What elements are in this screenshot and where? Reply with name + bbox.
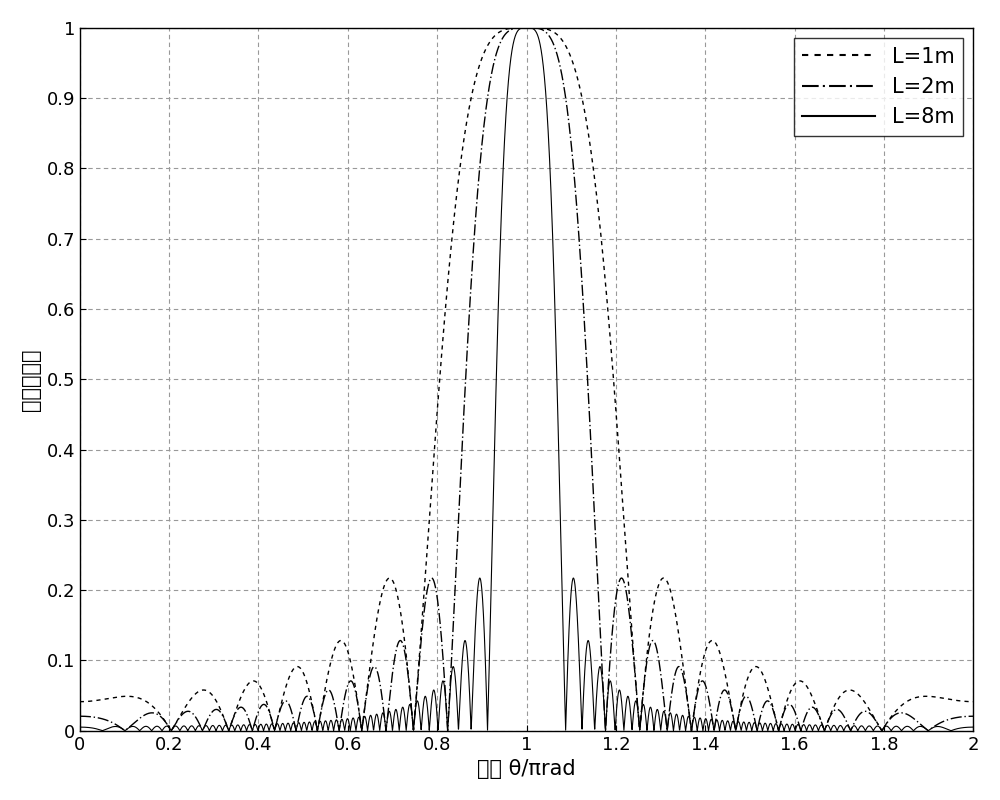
L=8m — [610, 714, 622, 724]
L=8m — [655, 722, 667, 732]
L=1m — [610, 406, 622, 415]
L=2m — [415, 634, 427, 644]
Line: L=2m: L=2m — [80, 28, 973, 730]
L=1m — [818, 726, 830, 735]
L=2m — [818, 726, 830, 735]
L=2m — [74, 711, 86, 721]
Line: L=8m: L=8m — [80, 28, 973, 730]
L=2m — [520, 23, 532, 33]
L=1m — [520, 23, 532, 33]
L=1m — [809, 698, 821, 708]
X-axis label: 角度 θ/πrad: 角度 θ/πrad — [477, 759, 576, 779]
L=8m — [74, 722, 86, 732]
L=1m — [415, 627, 427, 637]
L=2m — [655, 672, 667, 682]
L=1m — [236, 690, 248, 699]
L=1m — [741, 677, 753, 686]
L=1m — [655, 575, 667, 585]
L=8m — [236, 722, 248, 731]
L=2m — [610, 594, 622, 603]
Legend: L=1m, L=2m, L=8m: L=1m, L=2m, L=8m — [794, 38, 963, 136]
L=2m — [741, 692, 753, 702]
L=2m — [236, 702, 248, 712]
L=8m — [809, 721, 821, 730]
L=8m — [967, 722, 979, 732]
L=8m — [741, 725, 753, 734]
L=8m — [520, 23, 532, 33]
Line: L=1m: L=1m — [80, 28, 973, 730]
Y-axis label: 归一化幅値: 归一化幅値 — [21, 348, 41, 410]
L=8m — [415, 725, 427, 734]
L=8m — [818, 726, 830, 735]
L=1m — [74, 697, 86, 706]
L=2m — [809, 704, 821, 714]
L=2m — [967, 711, 979, 721]
L=1m — [967, 697, 979, 706]
